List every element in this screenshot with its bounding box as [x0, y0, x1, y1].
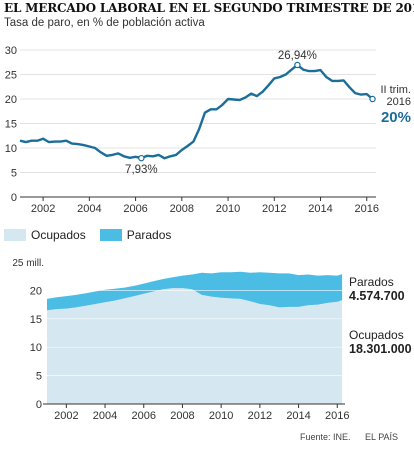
- y-tick-label-25: 25: [5, 70, 17, 82]
- end-point-marker: [369, 95, 376, 103]
- end-label-value: 20%: [381, 109, 411, 126]
- legend-swatch-ocupados: [4, 229, 26, 241]
- x-tick-label-2008: 2008: [170, 203, 194, 215]
- end-label-parados-value: 4.574.700: [349, 289, 405, 303]
- y-tick-label-20: 20: [5, 94, 17, 106]
- unemployment-rate-line: [19, 63, 374, 160]
- area-y-tick-label-20: 20: [30, 285, 42, 297]
- legend-label-parados: Parados: [126, 228, 172, 242]
- end-label-ocupados-value: 18.301.000: [349, 342, 412, 356]
- x-tick-label-2014: 2014: [308, 203, 332, 215]
- legend-item-parados: Parados: [99, 228, 172, 242]
- y-tick-label-30: 30: [5, 45, 17, 57]
- area-y-tick-label-5: 5: [36, 371, 42, 383]
- area-chart-legend: Ocupados Parados: [4, 228, 185, 242]
- area-y-tick-label-10: 10: [30, 342, 42, 354]
- area-x-tick-label-2002: 2002: [54, 410, 78, 422]
- area-x-tick-label-2012: 2012: [248, 410, 272, 422]
- labor-force-area-chart: 0 5 10 15 20 25 mill. 2002 2004 2006 2008 2010 2012…: [12, 258, 412, 422]
- area-x-tick-label-2006: 2006: [132, 410, 156, 422]
- annotation-label-1: 7,93%: [125, 164, 158, 176]
- end-label-year: 2016: [387, 96, 411, 108]
- chart-title: EL MERCADO LABORAL EN EL SEGUNDO TRIMEST…: [4, 1, 414, 15]
- chart-subtitle: Tasa de paro, en % de población activa: [4, 17, 205, 29]
- area-ocupados: [47, 288, 343, 404]
- area-y-tick-label-15: 15: [30, 314, 42, 326]
- source-text: Fuente: INE.: [300, 432, 351, 442]
- footer-source: Fuente: INE. EL PAÍS: [300, 432, 410, 442]
- unemployment-rate-chart: 0 5 10 15 20 25 30 2002 2004 2006 2008 2010 2012 2014…: [5, 45, 411, 215]
- y-tick-label-10: 10: [5, 143, 17, 155]
- area-x-tick-label-2010: 2010: [209, 410, 233, 422]
- x-tick-label-2016: 2016: [355, 203, 379, 215]
- area-x-tick-label-2004: 2004: [93, 410, 117, 422]
- x-tick-label-2012: 2012: [262, 203, 286, 215]
- annotation-marker-1: [138, 154, 145, 162]
- area-y-top-label: 25 mill.: [12, 258, 44, 269]
- x-tick-label-2004: 2004: [77, 203, 101, 215]
- end-label-ocupados-name: Ocupados: [349, 328, 404, 342]
- legend-label-ocupados: Ocupados: [31, 228, 86, 242]
- x-tick-label-2006: 2006: [123, 203, 147, 215]
- annotation-marker-0: [294, 61, 301, 69]
- end-label-parados-name: Parados: [349, 275, 394, 289]
- area-x-tick-label-2016: 2016: [325, 410, 349, 422]
- x-tick-label-2010: 2010: [216, 203, 240, 215]
- area-x-tick-label-2014: 2014: [286, 410, 310, 422]
- x-tick-label-2002: 2002: [31, 203, 55, 215]
- legend-swatch-parados: [99, 229, 122, 241]
- y-tick-label-0: 0: [11, 192, 17, 204]
- annotation-label-0: 26,94%: [278, 50, 317, 62]
- y-tick-label-5: 5: [11, 168, 17, 180]
- outlet-text: EL PAÍS: [365, 432, 399, 442]
- y-tick-label-15: 15: [5, 119, 17, 131]
- legend-item-ocupados: Ocupados: [4, 228, 86, 242]
- area-parados: [47, 271, 343, 311]
- area-y-tick-label-0: 0: [36, 399, 42, 411]
- end-label-period: II trim.: [380, 84, 411, 96]
- area-x-tick-label-2008: 2008: [170, 410, 194, 422]
